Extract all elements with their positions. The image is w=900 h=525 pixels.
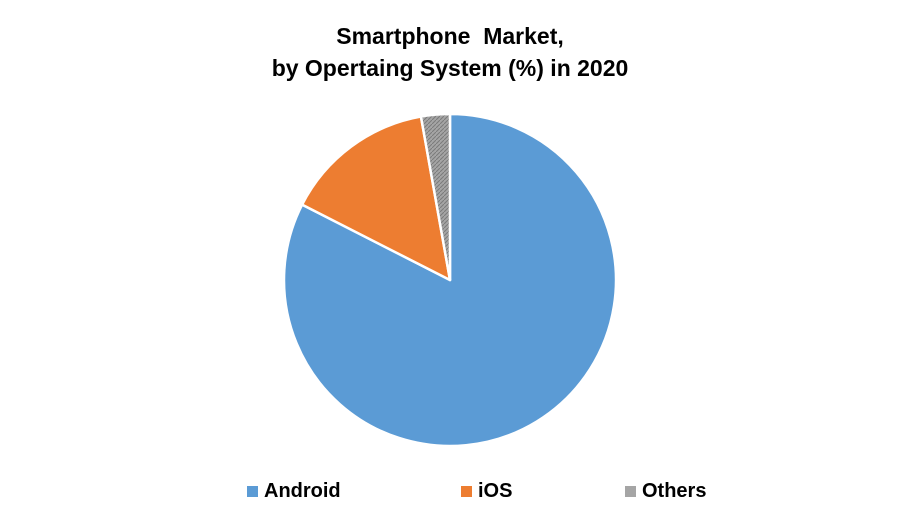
legend-label-android: Android xyxy=(264,480,341,502)
legend-item-others: Others xyxy=(625,480,706,503)
legend-label-others: Others xyxy=(642,480,707,502)
chart-title: Smartphone Market, by Opertaing System (… xyxy=(0,20,900,84)
pie-slices xyxy=(282,112,618,448)
legend-item-ios: iOS xyxy=(461,480,512,503)
chart-title-line1: Smartphone Market, xyxy=(336,23,564,49)
chart-title-line2: by Opertaing System (%) in 2020 xyxy=(271,55,629,81)
legend-label-ios: iOS xyxy=(478,480,513,502)
legend-swatch-android xyxy=(247,486,258,497)
legend-item-android: Android xyxy=(247,480,341,503)
legend-swatch-ios xyxy=(461,486,472,497)
legend: Android iOS Others xyxy=(0,480,900,508)
pie-slice-others xyxy=(419,112,452,282)
legend-swatch-others xyxy=(625,486,636,497)
pie-slice-ios xyxy=(300,115,452,282)
